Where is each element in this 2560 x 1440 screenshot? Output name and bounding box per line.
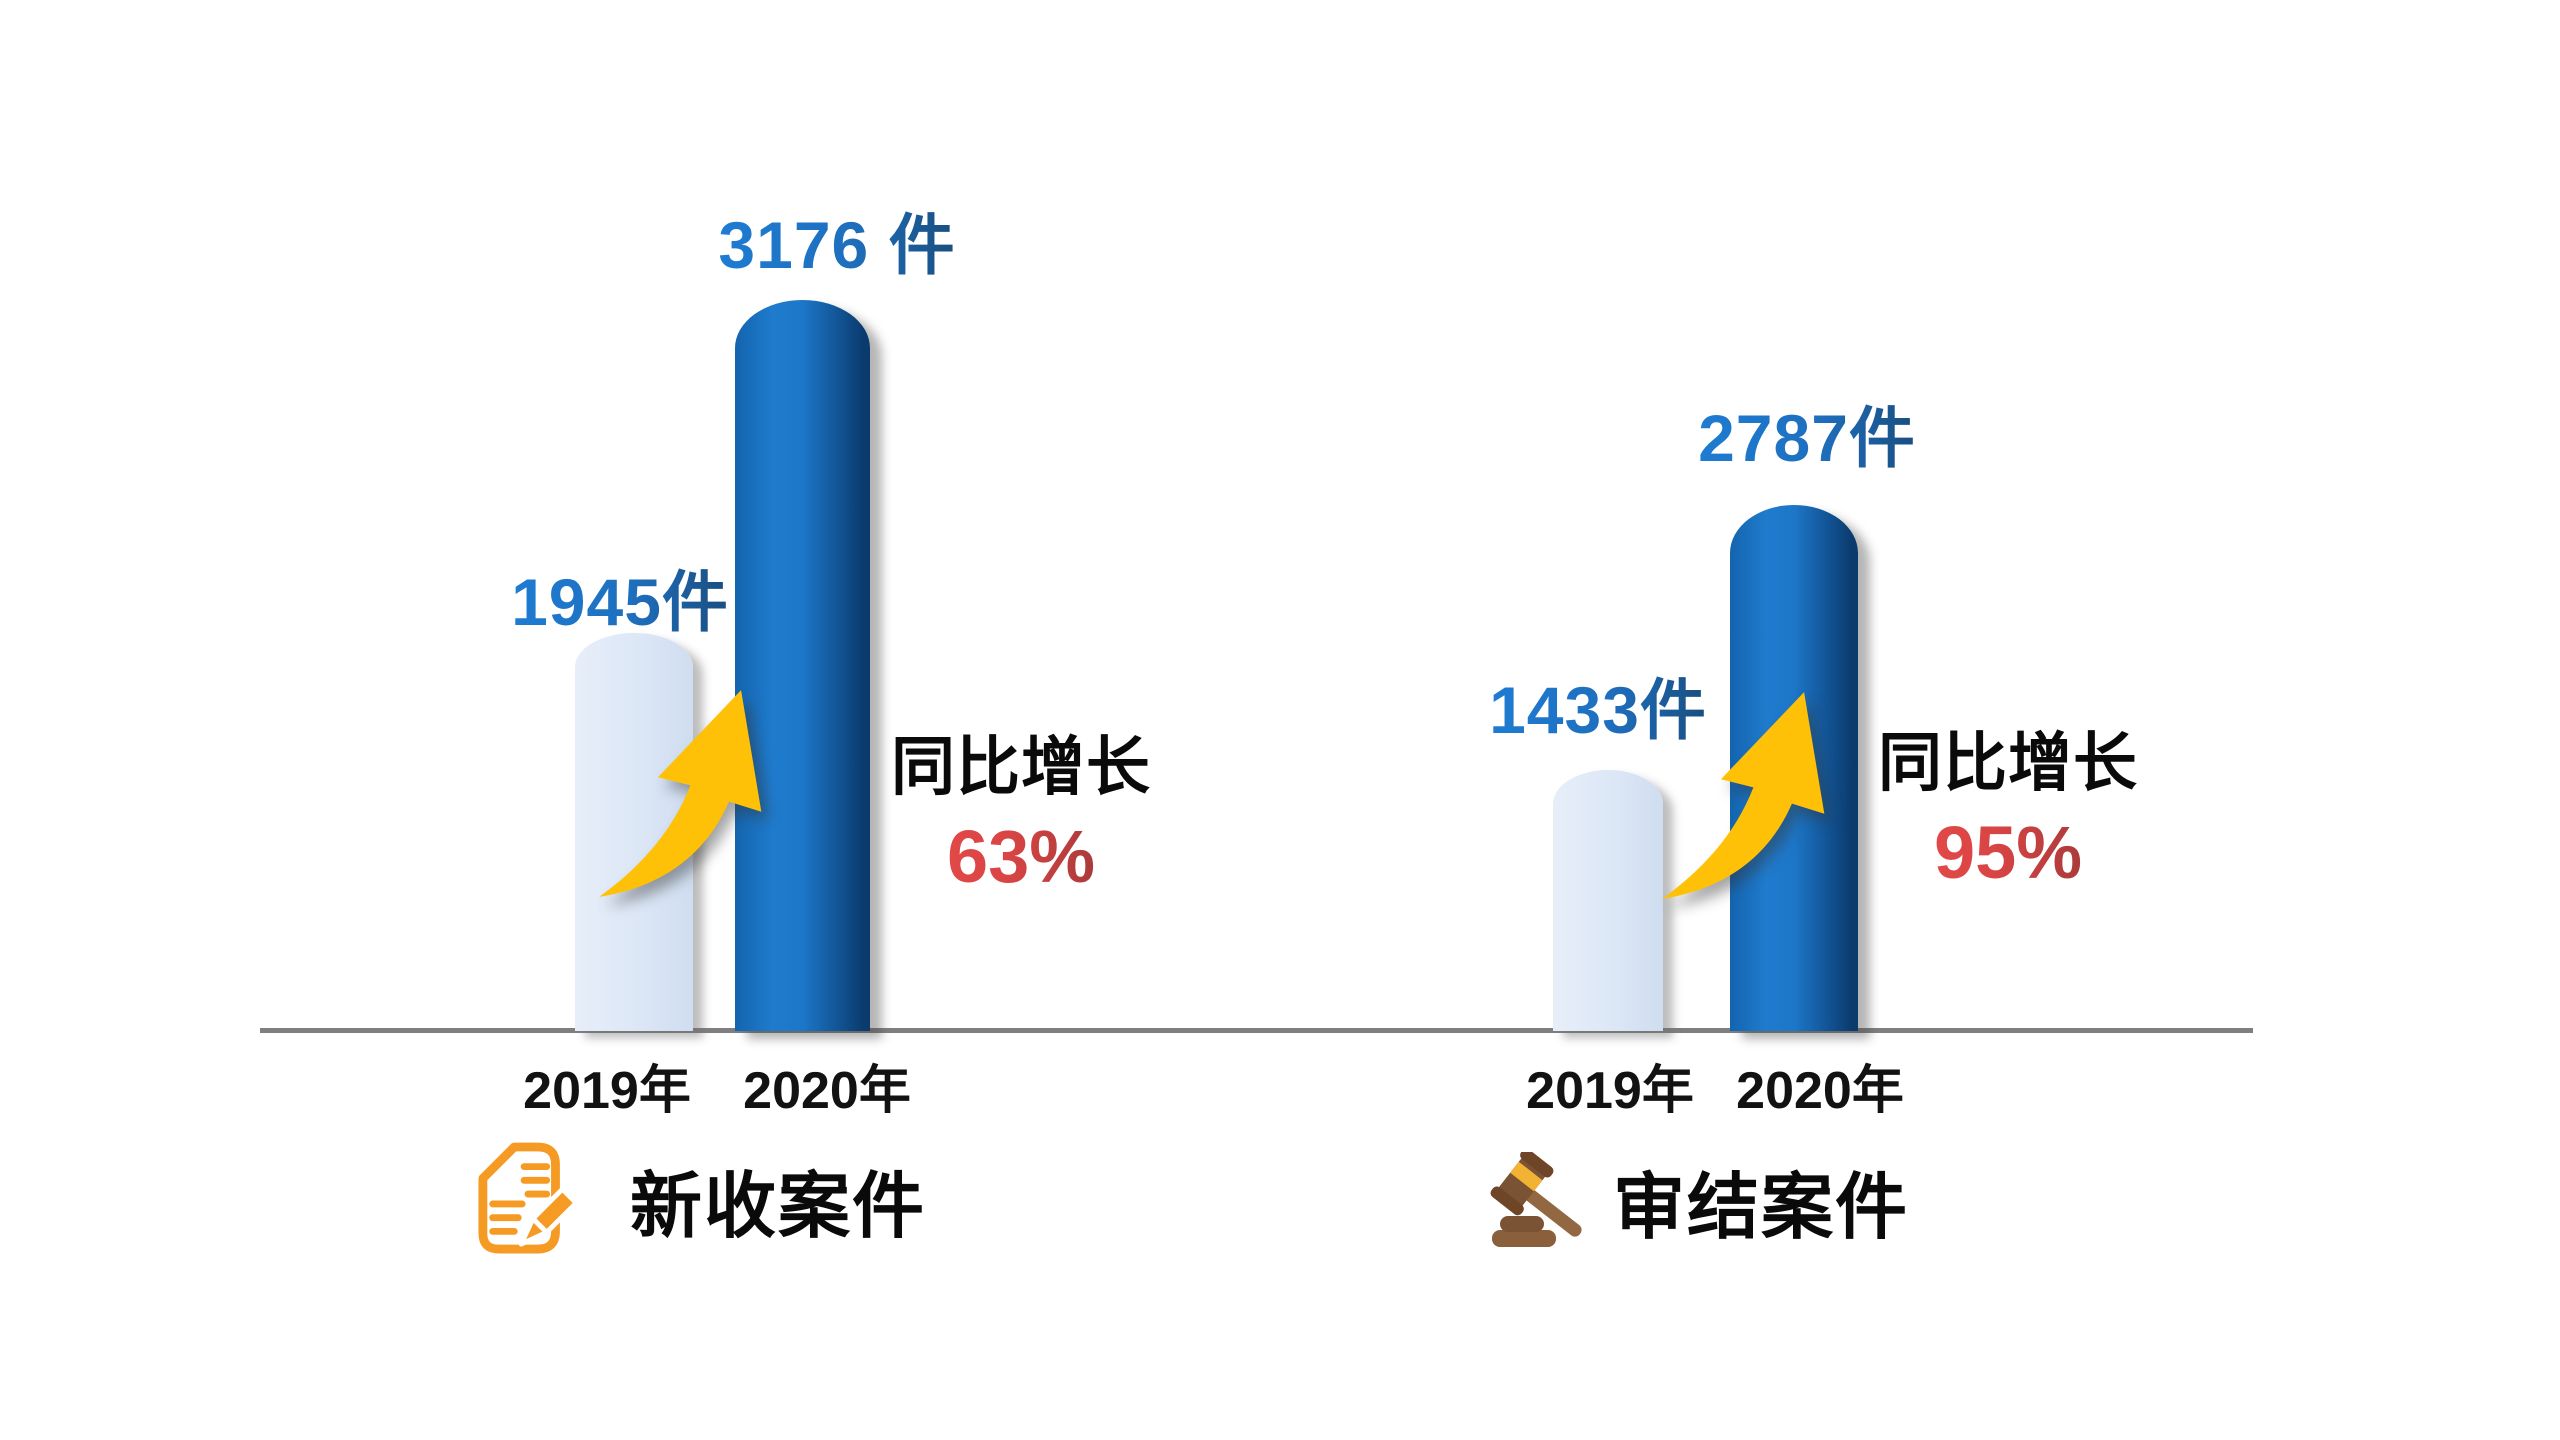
bar-concluded-2019	[1553, 770, 1663, 1031]
legend-concluded-cases: 审结案件	[1488, 1148, 1909, 1253]
growth-block-new-cases: 同比增长 63%	[891, 716, 1151, 899]
bar-new-cases-2020	[735, 300, 870, 1031]
growth-label: 同比增长	[891, 731, 1151, 803]
growth-label: 同比增长	[1878, 727, 2138, 799]
year-label-2020: 2020年	[743, 1062, 911, 1120]
value-label-new-cases-2019: 1945件	[511, 549, 729, 645]
growth-arrow-icon	[1662, 692, 1825, 899]
value-label-concluded-2019: 1433件	[1489, 657, 1707, 753]
document-pen-icon	[478, 1142, 579, 1254]
growth-percent: 95%	[1878, 810, 2138, 895]
legend-new-cases: 新收案件	[477, 1138, 926, 1260]
growth-block-concluded: 同比增长 95%	[1878, 712, 2138, 895]
legend-label-new-cases: 新收案件	[630, 1166, 927, 1247]
year-label-2019: 2019年	[523, 1062, 691, 1120]
growth-percent: 63%	[891, 814, 1151, 899]
value-label-concluded-2020: 2787件	[1698, 385, 1916, 481]
x-axis-line	[260, 1028, 2253, 1033]
legend-label-concluded-cases: 审结案件	[1613, 1168, 1910, 1248]
year-label-2019: 2019年	[1526, 1062, 1694, 1120]
value-label-new-cases-2020: 3176 件	[718, 192, 955, 288]
year-label-2020: 2020年	[1736, 1062, 1904, 1120]
gavel-icon	[1490, 1152, 1582, 1247]
growth-arrow-icon	[599, 690, 762, 897]
